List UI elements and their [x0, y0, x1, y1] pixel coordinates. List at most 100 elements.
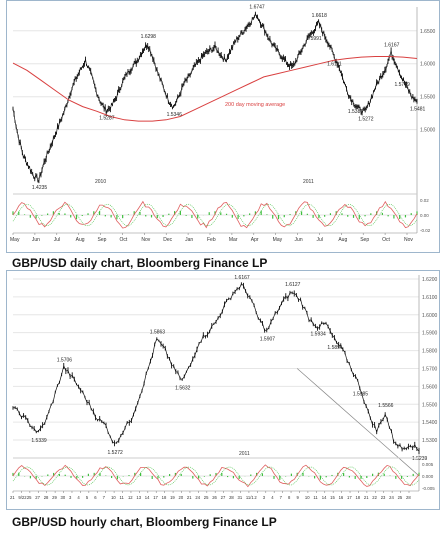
price-annotation: 1.6167: [234, 275, 250, 281]
x-tick-label: Nov: [404, 237, 413, 243]
x-tick-label: 9: [296, 495, 299, 500]
x-tick-label: 7: [280, 495, 283, 500]
x-tick-label: Feb: [207, 237, 216, 243]
price-annotation: 1.6127: [285, 282, 301, 288]
x-tick-label: 7: [103, 495, 106, 500]
price-line: [12, 283, 420, 452]
x-tick-label: 27: [221, 495, 226, 500]
x-tick-label: Oct: [119, 237, 127, 243]
x-tick-label: 26: [212, 495, 217, 500]
price-line: [12, 12, 418, 182]
y-tick-label: 1.5800: [422, 349, 438, 355]
x-tick-label: Aug: [338, 237, 347, 243]
x-tick-label: 20: [179, 495, 184, 500]
price-annotation: 1.5632: [175, 386, 191, 392]
price-annotation: 1.6167: [384, 43, 400, 49]
x-tick-label: 27: [35, 495, 40, 500]
daily-chart-panel: 1.6500 1.6000 1.5500 1.5000 200 day moving a…: [0, 0, 446, 253]
x-tick-label: Jun: [32, 237, 40, 243]
osc-tick-label: 0.02: [420, 198, 429, 203]
price-annotation: 1.5346: [167, 112, 183, 118]
x-tick-label: 2: [254, 495, 257, 500]
price-annotation: 1.6111: [327, 61, 342, 67]
osc-tick-label: -0.02: [420, 228, 431, 233]
x-tick-label: 30: [61, 495, 66, 500]
x-tick-label: May: [273, 237, 283, 243]
x-tick-label: 28: [229, 495, 234, 500]
x-tick-label: 4: [77, 495, 80, 500]
osc-tick-label: 0.000: [422, 474, 434, 479]
x-tick-label: 29: [52, 495, 57, 500]
x-tick-label: 6: [94, 495, 97, 500]
x-tick-label: Jul: [316, 237, 322, 243]
x-tick-label: 10: [111, 495, 116, 500]
daily-chart-caption: GBP/USD daily chart, Bloomberg Finance L…: [12, 256, 268, 270]
x-tick-label: Aug: [76, 237, 85, 243]
moving-average-line: [12, 56, 418, 122]
price-annotation: 1.5863: [150, 329, 166, 335]
price-annotation: 1.5991: [306, 36, 322, 42]
x-tick-label: Sep: [360, 237, 369, 243]
x-tick-label: 21: [10, 495, 15, 500]
x-tick-label: 5: [86, 495, 89, 500]
x-tick-label: 9/22: [18, 495, 27, 500]
x-tick-label: 24: [389, 495, 394, 500]
y-tick-label: 1.5400: [422, 420, 438, 426]
y-tick-label: 1.6000: [420, 62, 436, 68]
x-tick-label: 4: [271, 495, 274, 500]
y-tick-label: 1.5600: [422, 384, 438, 390]
hourly-chart-caption: GBP/USD hourly chart, Bloomberg Finance …: [12, 515, 277, 529]
y-tick-label: 1.5700: [422, 366, 438, 372]
x-tick-label: Apr: [251, 237, 259, 243]
price-annotation: 1.5386: [348, 109, 364, 115]
price-annotation: 1.5339: [31, 438, 47, 444]
x-tick-label: May: [10, 237, 20, 243]
x-tick-label: Jan: [185, 237, 193, 243]
x-tick-label: Sep: [98, 237, 107, 243]
osc-tick-label: 0.00: [420, 213, 429, 218]
hourly-chart-panel: 1.6200 1.6100 1.6000 1.5900 1.5800 1.5700 1.56…: [0, 270, 446, 510]
x-tick-label: 3: [69, 495, 72, 500]
x-tick-label: 25: [204, 495, 209, 500]
x-tick-label: 14: [322, 495, 327, 500]
price-annotation: 1.5907: [260, 336, 276, 342]
y-tick-label: 1.5900: [422, 331, 438, 337]
price-annotation: 1.5779: [394, 82, 410, 88]
x-tick-label: 31: [237, 495, 242, 500]
price-annotation: 1.5481: [410, 106, 426, 112]
y-tick-label: 1.5000: [420, 128, 436, 134]
y-tick-label: 1.6200: [422, 277, 438, 283]
x-tick-label: Jul: [54, 237, 60, 243]
year-label: 2011: [303, 179, 314, 185]
x-tick-label: 12: [128, 495, 133, 500]
x-tick-label: 25: [27, 495, 32, 500]
x-tick-label: 25: [398, 495, 403, 500]
price-annotation: 1.4235: [32, 185, 48, 191]
y-tick-label: 1.5500: [420, 95, 436, 101]
x-tick-label: 15: [330, 495, 335, 500]
price-annotation: 1.5706: [57, 357, 73, 363]
y-tick-label: 1.6000: [422, 313, 438, 319]
price-annotation: 1.5566: [378, 403, 394, 409]
x-tick-label: 21: [364, 495, 369, 500]
daily-chart-svg: 1.6500 1.6000 1.5500 1.5000 200 day moving a…: [10, 4, 436, 243]
price-annotation: 1.6747: [249, 4, 265, 10]
hourly-chart-svg: 1.6200 1.6100 1.6000 1.5900 1.5800 1.5700 1.56…: [10, 275, 438, 500]
x-tick-label: 28: [406, 495, 411, 500]
x-tick-label: 16: [339, 495, 344, 500]
x-tick-label: Oct: [382, 237, 390, 243]
x-tick-label: 11: [120, 495, 125, 500]
osc-red-line: [12, 200, 418, 229]
x-tick-label: 17: [347, 495, 352, 500]
price-annotation: 1.5239: [412, 456, 428, 462]
x-tick-label: 17: [153, 495, 158, 500]
x-tick-label: 24: [195, 495, 200, 500]
year-label: 2011: [239, 451, 250, 457]
moving-average-label: 200 day moving average: [225, 102, 285, 108]
y-tick-label: 1.5500: [422, 402, 438, 408]
x-tick-label: 18: [355, 495, 360, 500]
x-tick-label: Mar: [229, 237, 238, 243]
y-tick-label: 1.5300: [422, 438, 438, 444]
x-tick-label: 21: [187, 495, 192, 500]
x-tick-label: 13: [136, 495, 141, 500]
